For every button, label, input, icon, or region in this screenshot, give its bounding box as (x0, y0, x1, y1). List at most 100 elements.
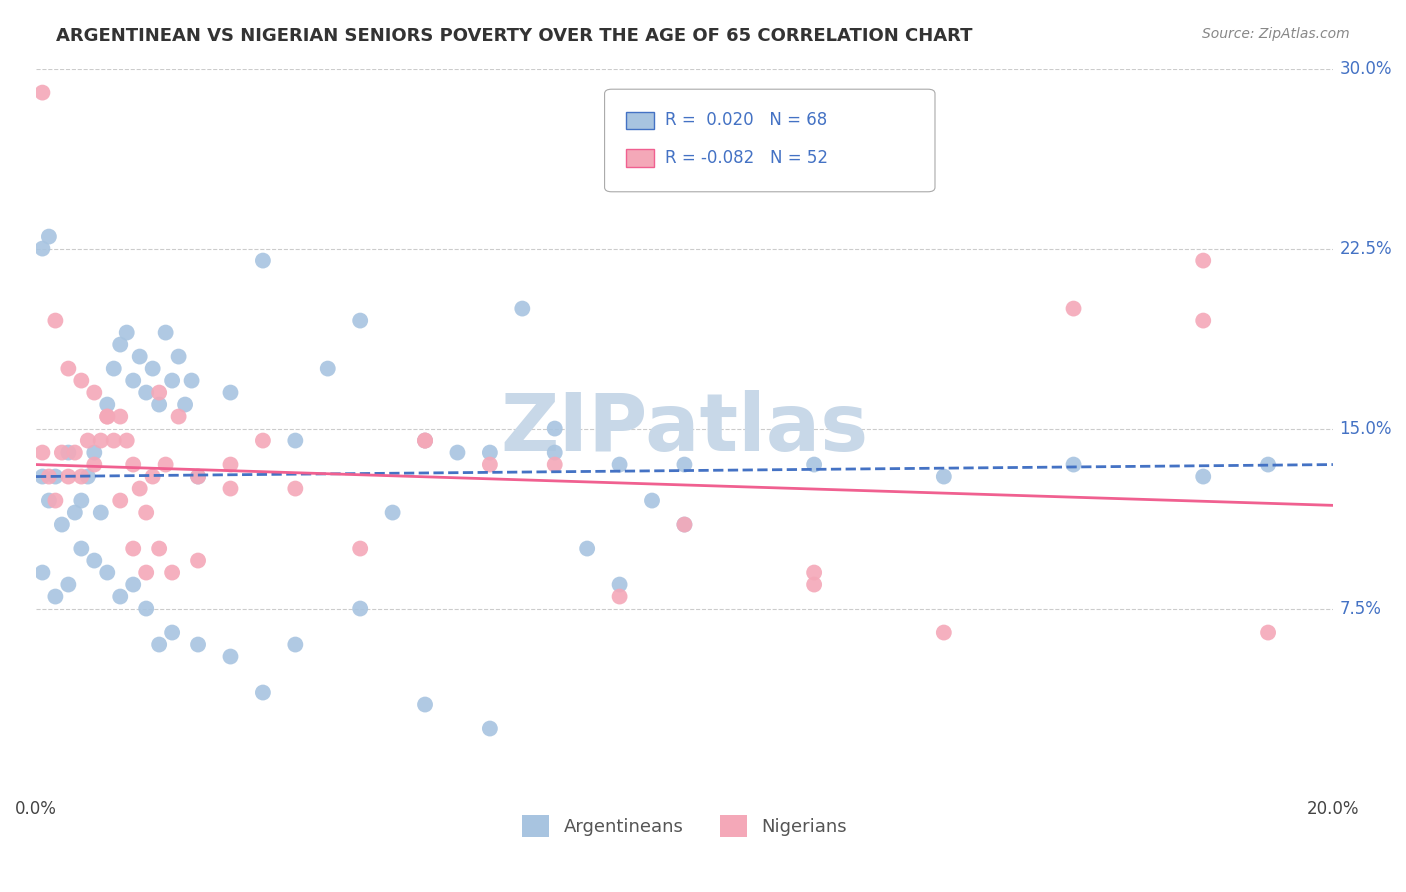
Point (174, 398, 197, 412)
Point (58, 469, 80, 483)
Point (1063, 458, 1085, 472)
Point (167, 409, 190, 424)
Text: ZIPatlas: ZIPatlas (501, 390, 869, 467)
Point (160, 625, 183, 640)
Point (544, 445, 567, 459)
Point (90, 506, 112, 520)
Point (135, 385, 157, 400)
Point (115, 434, 138, 448)
Point (83, 385, 105, 400)
Point (1192, 313, 1215, 327)
Point (103, 361, 125, 376)
Point (83, 458, 105, 472)
Point (609, 590, 631, 604)
Point (31, 469, 53, 483)
Point (510, 301, 533, 316)
Point (252, 253, 274, 268)
Point (413, 698, 436, 712)
Point (167, 350, 190, 364)
Point (44, 590, 66, 604)
Point (63, 506, 86, 520)
Legend: Argentineans, Nigerians: Argentineans, Nigerians (515, 808, 853, 845)
Point (110, 493, 132, 508)
Point (110, 337, 132, 351)
Text: R =  0.020   N = 68: R = 0.020 N = 68 (665, 112, 827, 129)
Point (135, 566, 157, 580)
Point (96, 409, 118, 424)
Point (96, 566, 118, 580)
Point (90, 434, 112, 448)
Point (31, 566, 53, 580)
Point (284, 482, 307, 496)
Point (413, 434, 436, 448)
Point (803, 577, 825, 591)
Text: 15.0%: 15.0% (1340, 419, 1392, 438)
Point (38, 469, 60, 483)
Point (544, 458, 567, 472)
Point (252, 434, 274, 448)
Point (115, 326, 138, 340)
Point (31, 242, 53, 256)
Text: R = -0.082   N = 52: R = -0.082 N = 52 (665, 149, 828, 167)
Text: 30.0%: 30.0% (1340, 60, 1392, 78)
Point (803, 458, 825, 472)
Point (148, 385, 170, 400)
Point (96, 409, 118, 424)
Point (155, 458, 177, 472)
Point (38, 493, 60, 508)
Point (478, 458, 501, 472)
Point (135, 506, 157, 520)
Point (673, 517, 696, 532)
Point (70, 374, 93, 388)
Point (31, 445, 53, 459)
Point (284, 638, 307, 652)
Point (1192, 253, 1215, 268)
Point (349, 313, 371, 327)
Text: Source: ZipAtlas.com: Source: ZipAtlas.com (1202, 27, 1350, 41)
Point (349, 541, 371, 556)
Point (128, 482, 150, 496)
Point (641, 493, 664, 508)
Point (316, 361, 339, 376)
Point (122, 577, 145, 591)
Point (187, 469, 209, 483)
Point (122, 541, 145, 556)
Point (673, 458, 696, 472)
Point (83, 445, 105, 459)
Point (1257, 458, 1279, 472)
Point (160, 566, 183, 580)
Point (122, 458, 145, 472)
Point (576, 541, 599, 556)
Point (58, 361, 80, 376)
Point (76, 434, 98, 448)
Point (413, 434, 436, 448)
Point (544, 421, 567, 435)
Point (478, 445, 501, 459)
Point (673, 517, 696, 532)
Point (38, 229, 60, 244)
Point (155, 326, 177, 340)
Point (219, 385, 242, 400)
Point (128, 350, 150, 364)
Point (70, 541, 93, 556)
Point (70, 493, 93, 508)
Text: 7.5%: 7.5% (1340, 599, 1381, 617)
Point (1257, 625, 1279, 640)
Point (1192, 469, 1215, 483)
Point (51, 517, 73, 532)
Text: ARGENTINEAN VS NIGERIAN SENIORS POVERTY OVER THE AGE OF 65 CORRELATION CHART: ARGENTINEAN VS NIGERIAN SENIORS POVERTY … (56, 27, 973, 45)
Point (187, 553, 209, 567)
Point (219, 458, 242, 472)
Point (142, 469, 165, 483)
Point (803, 566, 825, 580)
Point (44, 313, 66, 327)
Point (76, 469, 98, 483)
Point (31, 86, 53, 100)
Point (478, 722, 501, 736)
Point (160, 374, 183, 388)
Point (96, 398, 118, 412)
Point (58, 445, 80, 459)
Point (180, 374, 202, 388)
Point (44, 469, 66, 483)
Point (187, 638, 209, 652)
